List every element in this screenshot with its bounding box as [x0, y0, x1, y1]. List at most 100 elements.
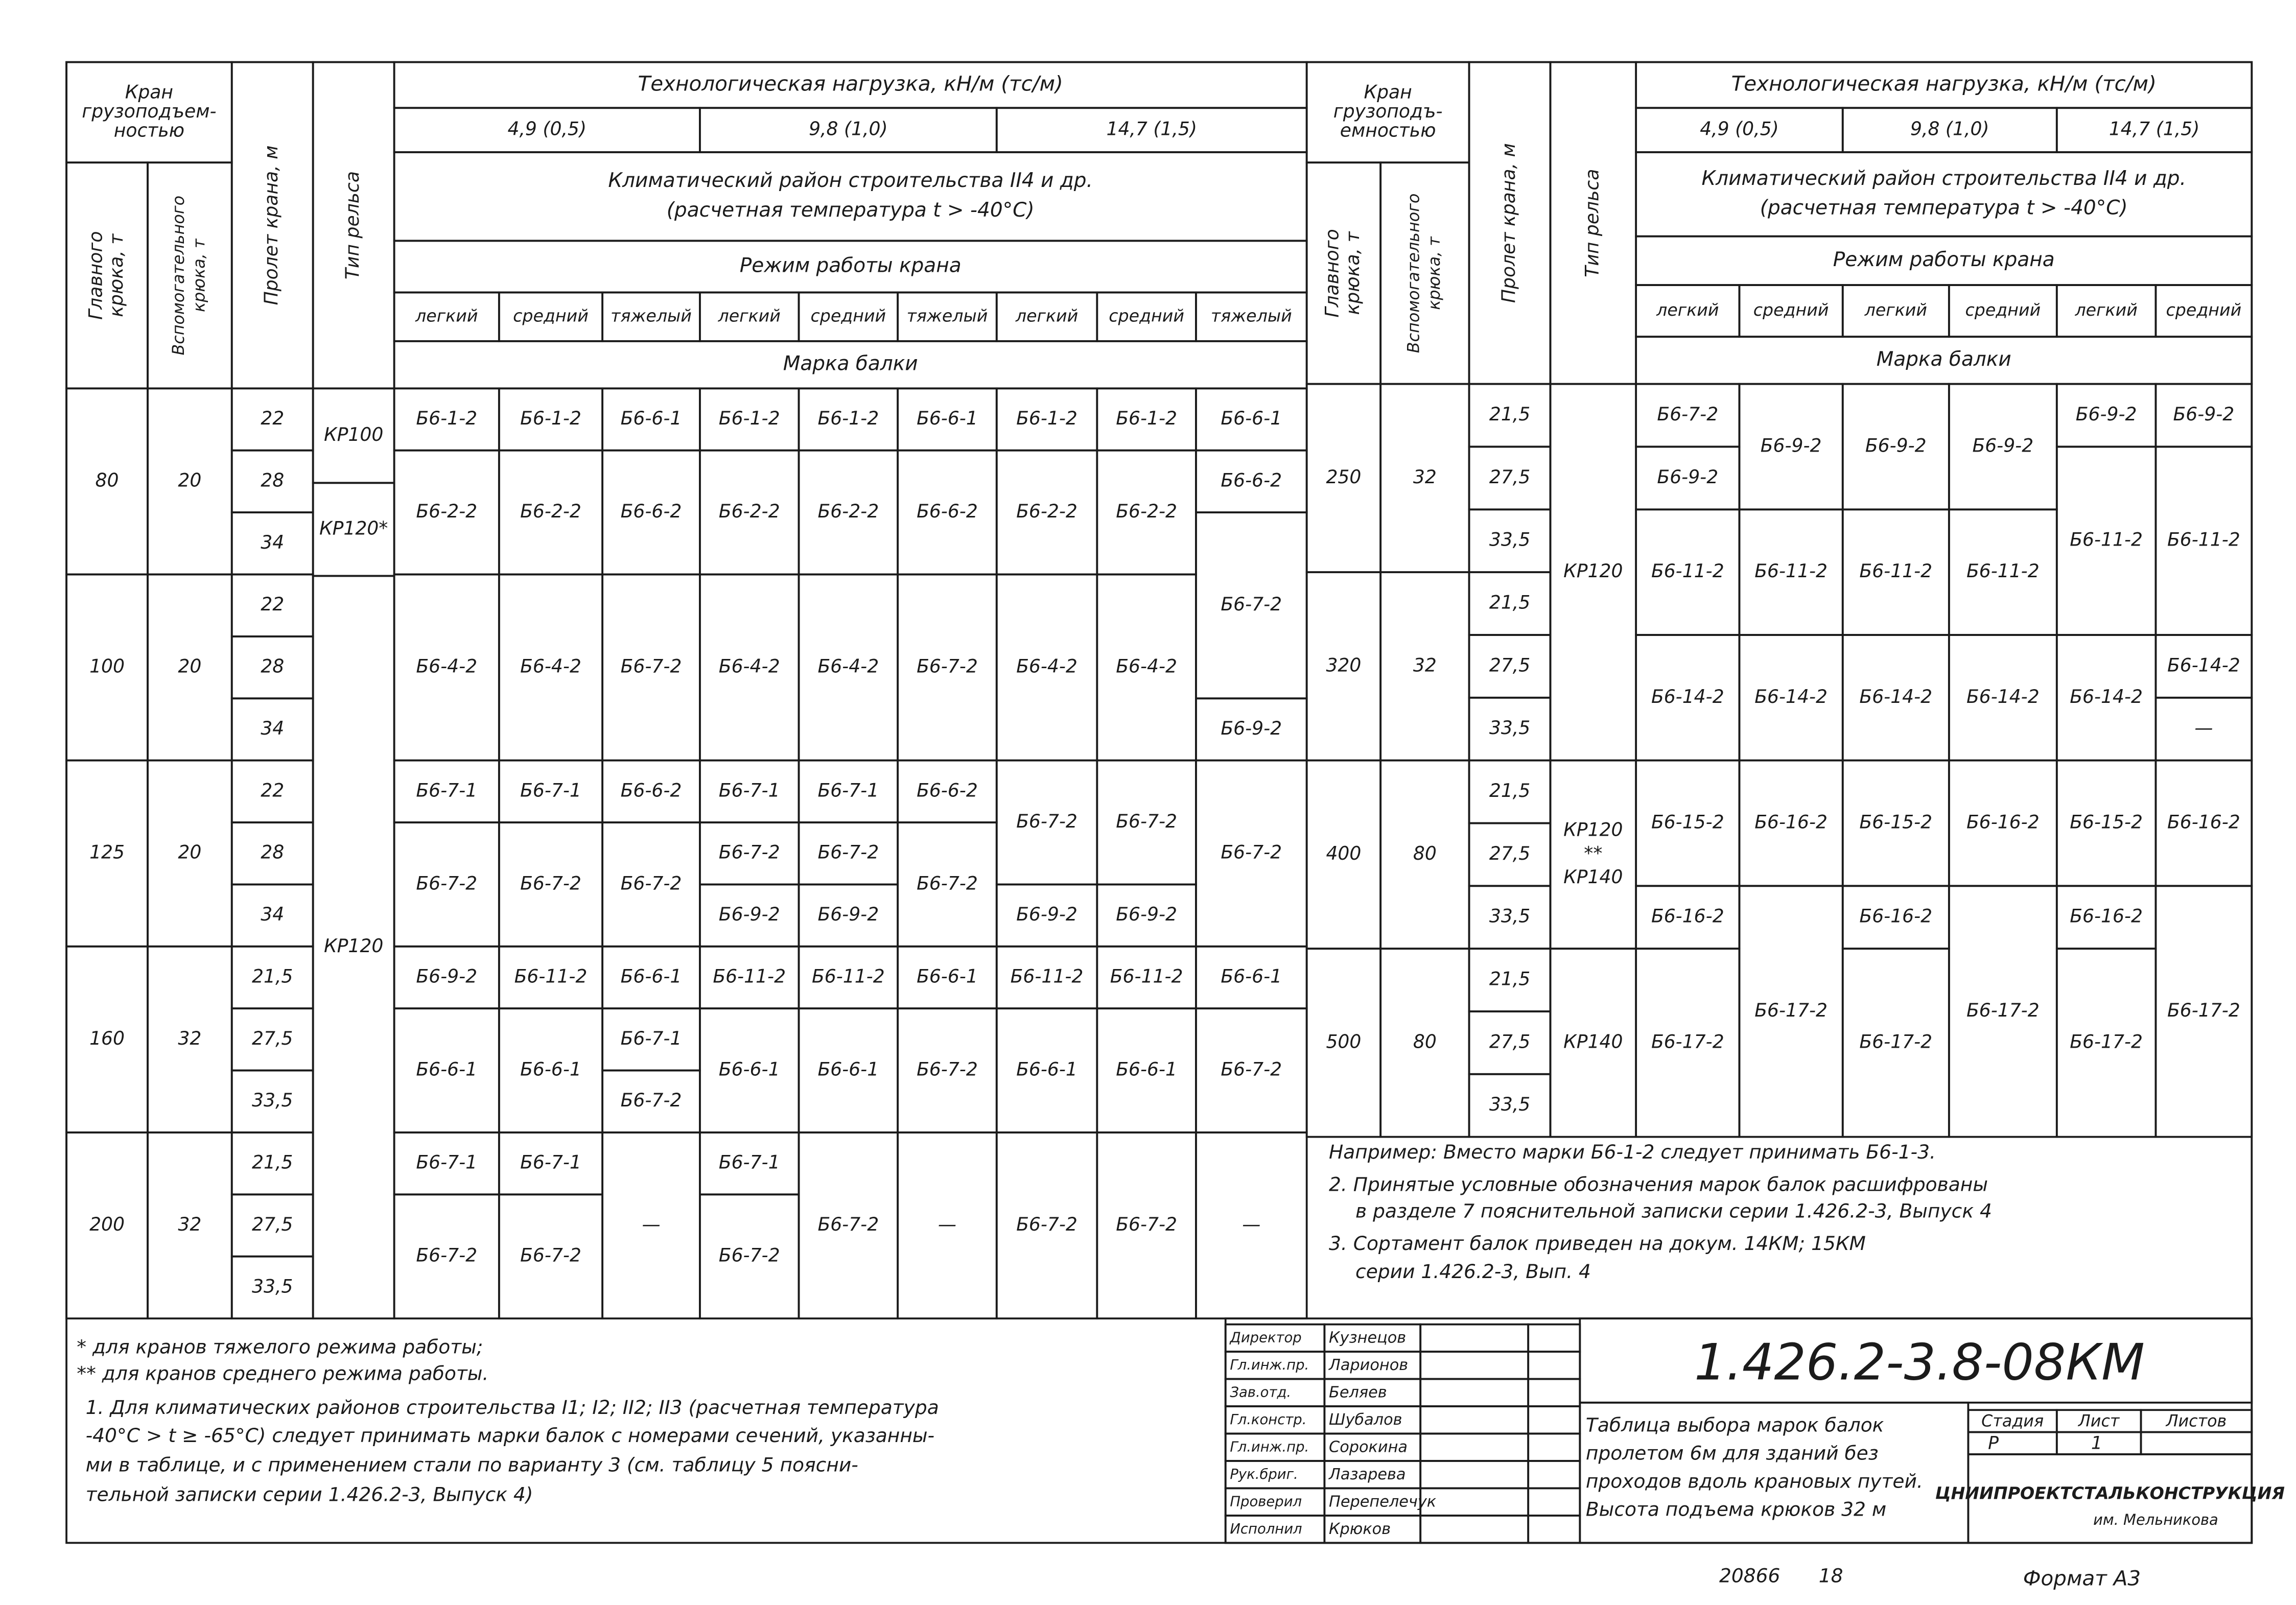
beam-mark: Б6-6-1	[621, 407, 682, 429]
beam-mark: Б6-7-2	[719, 841, 780, 863]
beam-mark: Б6-6-2	[917, 779, 978, 801]
role-text: Исполнил	[1230, 1521, 1302, 1537]
cell-text: КР140	[1563, 1030, 1623, 1052]
beam-mark: Б6-9-2	[1657, 466, 1718, 488]
beam-mark: Б6-1-2	[719, 407, 780, 429]
cell-border	[1527, 1378, 1581, 1407]
name-text: Крюков	[1329, 1520, 1391, 1538]
header-text: Режим работы крана	[740, 254, 962, 277]
footer-number: 20866	[1719, 1564, 1780, 1587]
header-text: легкий	[718, 306, 781, 326]
cell-text: 33,5	[1489, 529, 1530, 551]
cell-border	[1527, 1487, 1581, 1517]
note-text: 2. Принятые условные обозначения марок б…	[1329, 1173, 1988, 1195]
cell-text: 28	[261, 655, 284, 677]
note-text: 3. Сортамент балок приведен на докум. 14…	[1329, 1232, 1866, 1255]
cell-text: 27,5	[252, 1213, 293, 1235]
header-text: Кран	[125, 81, 173, 103]
header-text: Режим работы крана	[1833, 248, 2055, 271]
cell-border	[1419, 1351, 1530, 1380]
cell-border	[1527, 1460, 1581, 1490]
description-text: Высота подъема крюков 32 м	[1586, 1498, 1886, 1520]
cell-text: 500	[1326, 1030, 1361, 1052]
beam-mark: Б6-9-2	[416, 965, 477, 987]
cell-text: 28	[261, 841, 284, 863]
header-text: (расчетная температура t > -40°С)	[1760, 197, 2128, 220]
beam-mark: Б6-7-1	[416, 1151, 477, 1173]
beam-mark: Б6-17-2	[2070, 1030, 2143, 1052]
beam-mark: Б6-17-2	[1754, 999, 1828, 1021]
beam-mark: Б6-6-1	[817, 1058, 879, 1080]
cell-text: 22	[261, 407, 284, 429]
cell-border	[1419, 1378, 1530, 1407]
beam-mark: Б6-7-2	[416, 1244, 477, 1266]
beam-mark: Б6-16-2	[1859, 905, 1932, 927]
beam-mark: Б6-2-2	[1016, 500, 1077, 522]
beam-mark: Б6-11-2	[2070, 529, 2143, 551]
header-text: Пролет крана, м	[260, 146, 282, 305]
header-text: емностью	[1340, 119, 1436, 141]
header-text: средний	[1109, 306, 1184, 326]
cell-text: 160	[89, 1027, 125, 1049]
cell-border	[1419, 1487, 1530, 1517]
beam-mark: Б6-15-2	[1651, 811, 1724, 833]
sheet-value: 1	[2091, 1433, 2102, 1454]
document-code: 1.426.2-3.8-08КМ	[1694, 1333, 2145, 1391]
beam-mark: Б6-2-2	[719, 500, 780, 522]
stage-label: Стадия	[1981, 1411, 2044, 1430]
cell-text: 21,5	[1489, 592, 1530, 613]
cell-border	[1419, 1323, 1530, 1353]
header-text: Марка балки	[783, 352, 918, 375]
beam-mark: Б6-7-2	[917, 1058, 978, 1080]
cell-border	[1527, 1432, 1581, 1462]
header-text: 4,9 (0,5)	[507, 118, 587, 140]
beam-mark: Б6-7-2	[621, 1089, 682, 1111]
cell-text: 27,5	[1489, 654, 1530, 676]
description-text: проходов вдоль крановых путей.	[1586, 1470, 1923, 1492]
cell-text: 32	[1413, 466, 1437, 488]
header-text: 9,8 (1,0)	[1910, 118, 1989, 140]
header-text: Вспомогательного	[1404, 194, 1423, 353]
beam-mark: Б6-2-2	[817, 500, 879, 522]
beam-mark: Б6-1-2	[1116, 407, 1177, 429]
beam-mark: Б6-9-2	[817, 903, 879, 925]
cell-text: 21,5	[1489, 403, 1530, 425]
footer-format: Формат А3	[2023, 1566, 2141, 1591]
note-text: серии 1.426.2-3, Вып. 4	[1355, 1260, 1591, 1283]
beam-mark: Б6-7-2	[719, 1244, 780, 1266]
beam-mark: Б6-9-2	[1221, 717, 1282, 739]
header-text: 14,7 (1,5)	[2109, 118, 2199, 140]
header-text: 9,8 (1,0)	[809, 118, 888, 140]
beam-mark: Б6-14-2	[1966, 686, 2040, 707]
description-text: пролетом 6м для зданий без	[1586, 1442, 1879, 1464]
beam-mark: Б6-17-2	[2167, 999, 2240, 1021]
cell-border	[1967, 1453, 2253, 1544]
beam-mark: Б6-11-2	[1966, 560, 2040, 582]
header-text: ностью	[114, 119, 184, 141]
cell-text: 80	[1413, 1030, 1437, 1052]
header-text: Главного	[84, 231, 106, 320]
beam-mark: Б6-4-2	[416, 655, 477, 677]
beam-mark: —	[2194, 717, 2213, 739]
beam-mark: Б6-14-2	[1651, 686, 1724, 707]
beam-mark: Б6-11-2	[514, 965, 588, 987]
header-text: 4,9 (0,5)	[1700, 118, 1779, 140]
beam-mark: Б6-7-2	[1116, 810, 1177, 832]
beam-mark: Б6-9-2	[1972, 435, 2033, 457]
beam-mark: Б6-7-2	[917, 872, 978, 894]
beam-mark: Б6-7-2	[621, 872, 682, 894]
beam-mark: —	[938, 1213, 956, 1235]
cell-text: 33,5	[1489, 717, 1530, 739]
beam-mark: Б6-11-2	[713, 965, 786, 987]
beam-mark: Б6-6-1	[1221, 965, 1282, 987]
header-text: крюка, т	[1425, 236, 1444, 310]
role-text: Зав.отд.	[1230, 1385, 1291, 1401]
header-text: крюка, т	[190, 238, 209, 312]
beam-mark: Б6-11-2	[1859, 560, 1932, 582]
cell-text: 34	[261, 717, 284, 739]
name-text: Шубалов	[1329, 1411, 1402, 1429]
beam-mark: Б6-16-2	[2070, 905, 2143, 927]
header-text: 14,7 (1,5)	[1106, 118, 1197, 140]
cell-border	[1527, 1351, 1581, 1380]
footnote-text: * для кранов тяжелого режима работы;	[77, 1335, 483, 1358]
